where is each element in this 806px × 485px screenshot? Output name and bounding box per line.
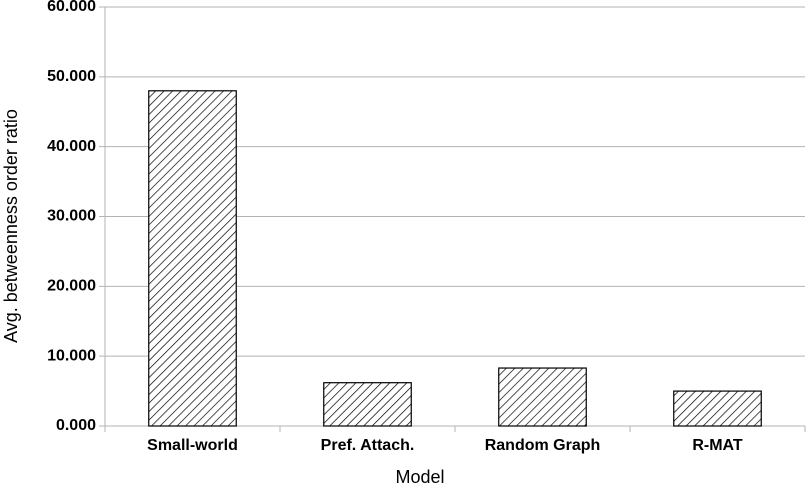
x-tick-label: R-MAT — [692, 437, 743, 454]
bar — [498, 367, 587, 427]
y-tick-label: 20.000 — [47, 278, 96, 295]
y-tick-label: 60.000 — [47, 0, 96, 15]
y-axis-label: Avg. betweenness order ratio — [1, 109, 21, 343]
y-tick-label: 50.000 — [47, 68, 96, 85]
x-tick-label: Small-world — [147, 437, 238, 454]
y-tick-label: 30.000 — [47, 208, 96, 225]
bar — [148, 90, 237, 427]
bar — [323, 382, 412, 427]
x-tick-label: Random Graph — [485, 437, 601, 454]
y-tick-label: 40.000 — [47, 138, 96, 155]
x-tick-label: Pref. Attach. — [321, 437, 415, 454]
bar — [673, 390, 762, 427]
x-axis-label: Model — [395, 467, 444, 485]
y-tick-label: 0.000 — [56, 417, 96, 434]
y-tick-label: 10.000 — [47, 347, 96, 364]
